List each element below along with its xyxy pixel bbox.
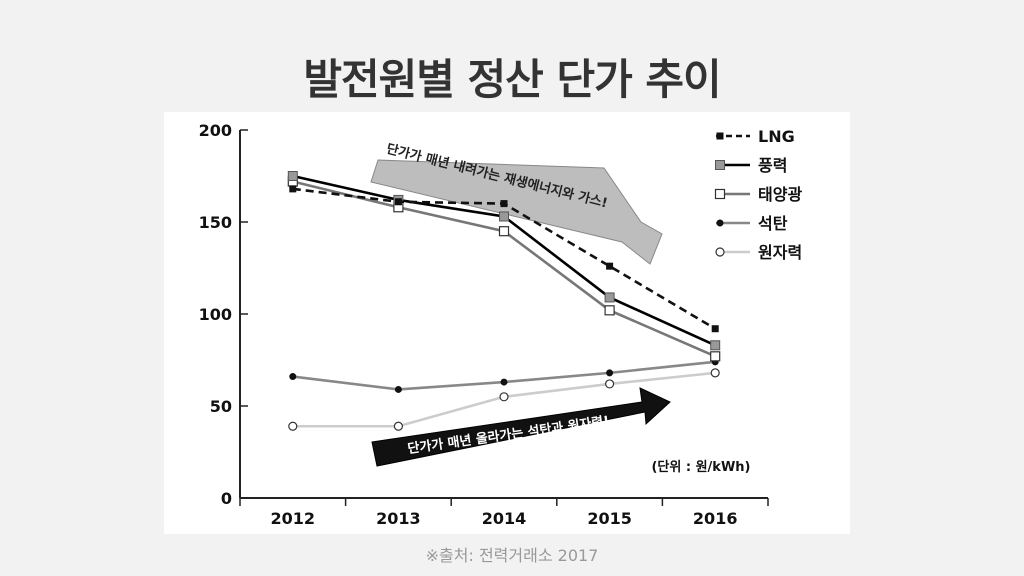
data-point <box>710 340 721 351</box>
series-3 <box>289 358 719 393</box>
source-note: ※출처: 전력거래소 2017 <box>425 546 599 565</box>
legend-item: LNG <box>716 127 795 146</box>
legend-label: LNG <box>758 127 795 146</box>
data-point <box>288 421 298 431</box>
data-point <box>394 385 402 393</box>
legend-marker <box>716 132 724 140</box>
legend-marker <box>714 188 726 200</box>
series-4 <box>288 368 720 431</box>
legend-label: 석탄 <box>758 214 788 233</box>
x-tick-label: 2016 <box>693 509 738 528</box>
data-point <box>499 392 509 402</box>
data-point <box>499 211 509 222</box>
line-chart: 단가가 매년 내려가는 재생에너지와 가스!단가가 매년 올라가는 석탄과 원자… <box>199 121 803 528</box>
data-point <box>287 171 298 181</box>
legend-label: 태양광 <box>758 185 802 204</box>
legend-label: 풍력 <box>758 156 787 175</box>
legend-label: 원자력 <box>758 243 802 262</box>
data-point <box>604 292 615 303</box>
data-point <box>498 226 510 237</box>
chart-panel: 단가가 매년 내려가는 재생에너지와 가스! 단가가 매년 올라가는 석탄과 원자… <box>164 112 850 534</box>
data-point <box>393 421 403 431</box>
x-tick-label: 2012 <box>271 509 316 528</box>
series-0 <box>289 185 719 333</box>
legend-marker <box>715 247 725 257</box>
y-tick-label: 200 <box>199 121 232 140</box>
data-point <box>710 368 720 378</box>
legend-item: 풍력 <box>715 156 787 175</box>
data-point <box>500 378 508 386</box>
legend-marker <box>716 219 724 227</box>
data-point <box>604 305 615 316</box>
unit-note: (단위 : 원/kWh) <box>651 459 750 475</box>
legend-item: 원자력 <box>715 243 802 262</box>
data-point <box>500 200 508 208</box>
data-point <box>394 198 402 206</box>
y-tick-label: 50 <box>210 397 232 416</box>
x-tick-label: 2013 <box>376 509 421 528</box>
y-tick-label: 0 <box>221 489 232 508</box>
data-point <box>605 379 615 389</box>
x-tick-label: 2015 <box>587 509 632 528</box>
legend-item: 석탄 <box>716 214 788 233</box>
legend-marker <box>715 160 725 170</box>
y-tick-label: 150 <box>199 213 232 232</box>
data-point <box>289 185 297 193</box>
x-tick-label: 2014 <box>482 509 527 528</box>
data-point <box>606 262 614 270</box>
data-point <box>711 325 719 333</box>
legend-item: 태양광 <box>714 185 802 204</box>
data-point <box>289 373 297 381</box>
annotation-arrow-up: 단가가 매년 올라가는 석탄과 원자력! <box>371 387 671 467</box>
data-point <box>606 369 614 377</box>
y-tick-label: 100 <box>199 305 232 324</box>
page-title: 발전원별 정산 단가 추이 <box>303 55 721 104</box>
data-point <box>710 351 721 362</box>
